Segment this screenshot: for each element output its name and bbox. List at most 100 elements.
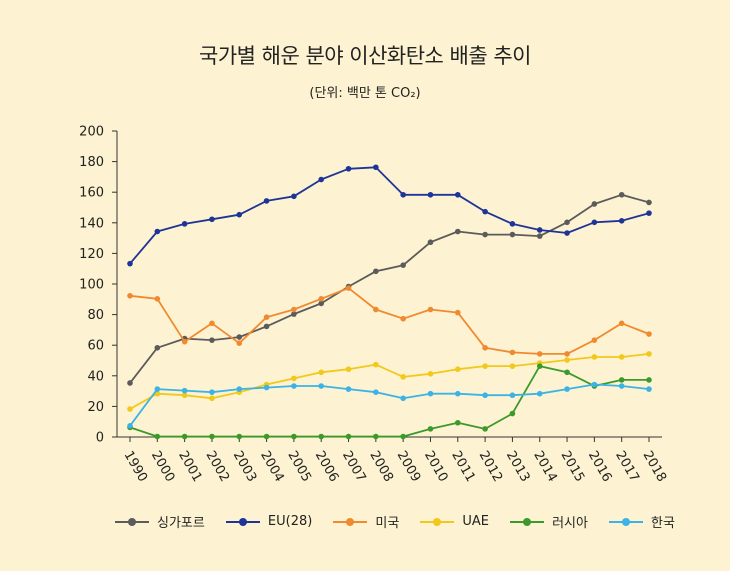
data-point <box>427 426 434 432</box>
data-point <box>536 227 543 233</box>
data-point <box>646 377 652 383</box>
data-point <box>181 338 188 345</box>
data-point <box>618 320 625 327</box>
data-point <box>127 423 133 429</box>
data-point <box>427 371 434 377</box>
data-point <box>564 230 570 236</box>
data-point <box>646 210 652 216</box>
x-tick-label: 2004 <box>257 449 287 485</box>
data-point <box>236 334 243 340</box>
data-point <box>291 433 297 440</box>
data-point <box>263 323 270 330</box>
x-tick-label: 2010 <box>421 449 451 485</box>
data-point <box>564 219 570 226</box>
y-tick-label: 160 <box>79 186 104 201</box>
legend-item: 러시아 <box>510 512 588 531</box>
y-tick-label: 180 <box>79 155 104 170</box>
y-tick-label: 80 <box>87 308 104 323</box>
data-point <box>263 384 270 391</box>
data-point <box>291 383 297 389</box>
data-point <box>345 386 352 392</box>
data-point <box>209 433 215 440</box>
data-point <box>154 296 161 302</box>
legend-dot <box>238 517 247 526</box>
x-tick-label: 2012 <box>476 449 506 485</box>
series-line <box>129 166 650 265</box>
x-tick-label: 2013 <box>503 449 533 485</box>
data-point <box>318 433 325 440</box>
data-point <box>482 344 488 351</box>
legend-swatch <box>420 516 455 528</box>
data-point <box>564 386 570 392</box>
chart-legend: 싱가포르 EU(28) 미국 UAE 러시아 한국 <box>115 512 675 531</box>
legend-item: UAE <box>420 512 489 531</box>
data-point <box>236 433 243 440</box>
data-point <box>373 164 379 171</box>
data-point <box>236 211 243 218</box>
data-point <box>454 366 461 373</box>
x-tick-label: 2002 <box>202 449 232 485</box>
x-tick-label: 2015 <box>558 449 588 485</box>
data-point <box>564 351 570 357</box>
data-point <box>291 375 297 382</box>
x-tick-label: 2011 <box>448 449 478 485</box>
chart-subtitle: (단위: 백만 톤 CO₂) <box>309 86 421 101</box>
legend-label: UAE <box>462 514 489 529</box>
data-point <box>591 354 598 360</box>
data-point <box>536 351 543 357</box>
legend-dot <box>523 517 532 526</box>
data-point <box>427 306 434 313</box>
data-point <box>400 395 406 402</box>
data-point <box>646 386 652 392</box>
legend-swatch <box>609 516 644 528</box>
data-point <box>291 306 297 313</box>
data-point <box>373 389 379 395</box>
y-tick-label: 200 <box>79 125 104 140</box>
data-point <box>127 406 133 412</box>
data-point <box>564 369 570 376</box>
data-point <box>482 208 488 215</box>
y-tick-label: 0 <box>96 431 104 446</box>
data-point <box>236 340 243 347</box>
data-point <box>209 320 215 327</box>
data-point <box>454 228 461 235</box>
data-point <box>482 426 488 432</box>
data-point <box>181 221 188 227</box>
x-tick-label: 2007 <box>339 449 369 485</box>
data-point <box>400 315 406 322</box>
x-tick-label: 2000 <box>148 449 178 485</box>
data-point <box>427 239 434 246</box>
data-point <box>373 361 379 368</box>
series-line <box>129 193 650 384</box>
data-point <box>373 268 379 275</box>
data-point <box>209 337 215 343</box>
data-point <box>181 392 188 399</box>
legend-item: 한국 <box>609 512 675 531</box>
legend-item: 미국 <box>333 512 399 531</box>
series-line <box>129 353 650 410</box>
data-point <box>263 433 270 440</box>
data-point <box>345 165 352 172</box>
legend-dot <box>346 517 355 526</box>
x-tick-label: 2003 <box>230 449 260 485</box>
data-point <box>646 199 652 206</box>
y-tick-label: 40 <box>87 369 104 384</box>
data-point <box>509 221 516 227</box>
legend-label: 한국 <box>651 516 675 531</box>
data-point <box>209 395 215 402</box>
legend-dot <box>433 517 442 526</box>
data-point <box>482 231 488 238</box>
data-point <box>373 306 379 313</box>
data-point <box>427 191 434 198</box>
legend-label: 미국 <box>375 516 400 531</box>
data-point <box>509 349 516 356</box>
legend-swatch <box>510 516 545 528</box>
data-point <box>454 191 461 198</box>
x-tick-label: 1990 <box>121 449 151 485</box>
data-point <box>591 381 598 388</box>
data-point <box>236 386 243 392</box>
legend-swatch <box>115 516 149 528</box>
data-point <box>154 228 161 235</box>
y-tick-label: 60 <box>87 339 104 354</box>
data-point <box>263 314 270 320</box>
